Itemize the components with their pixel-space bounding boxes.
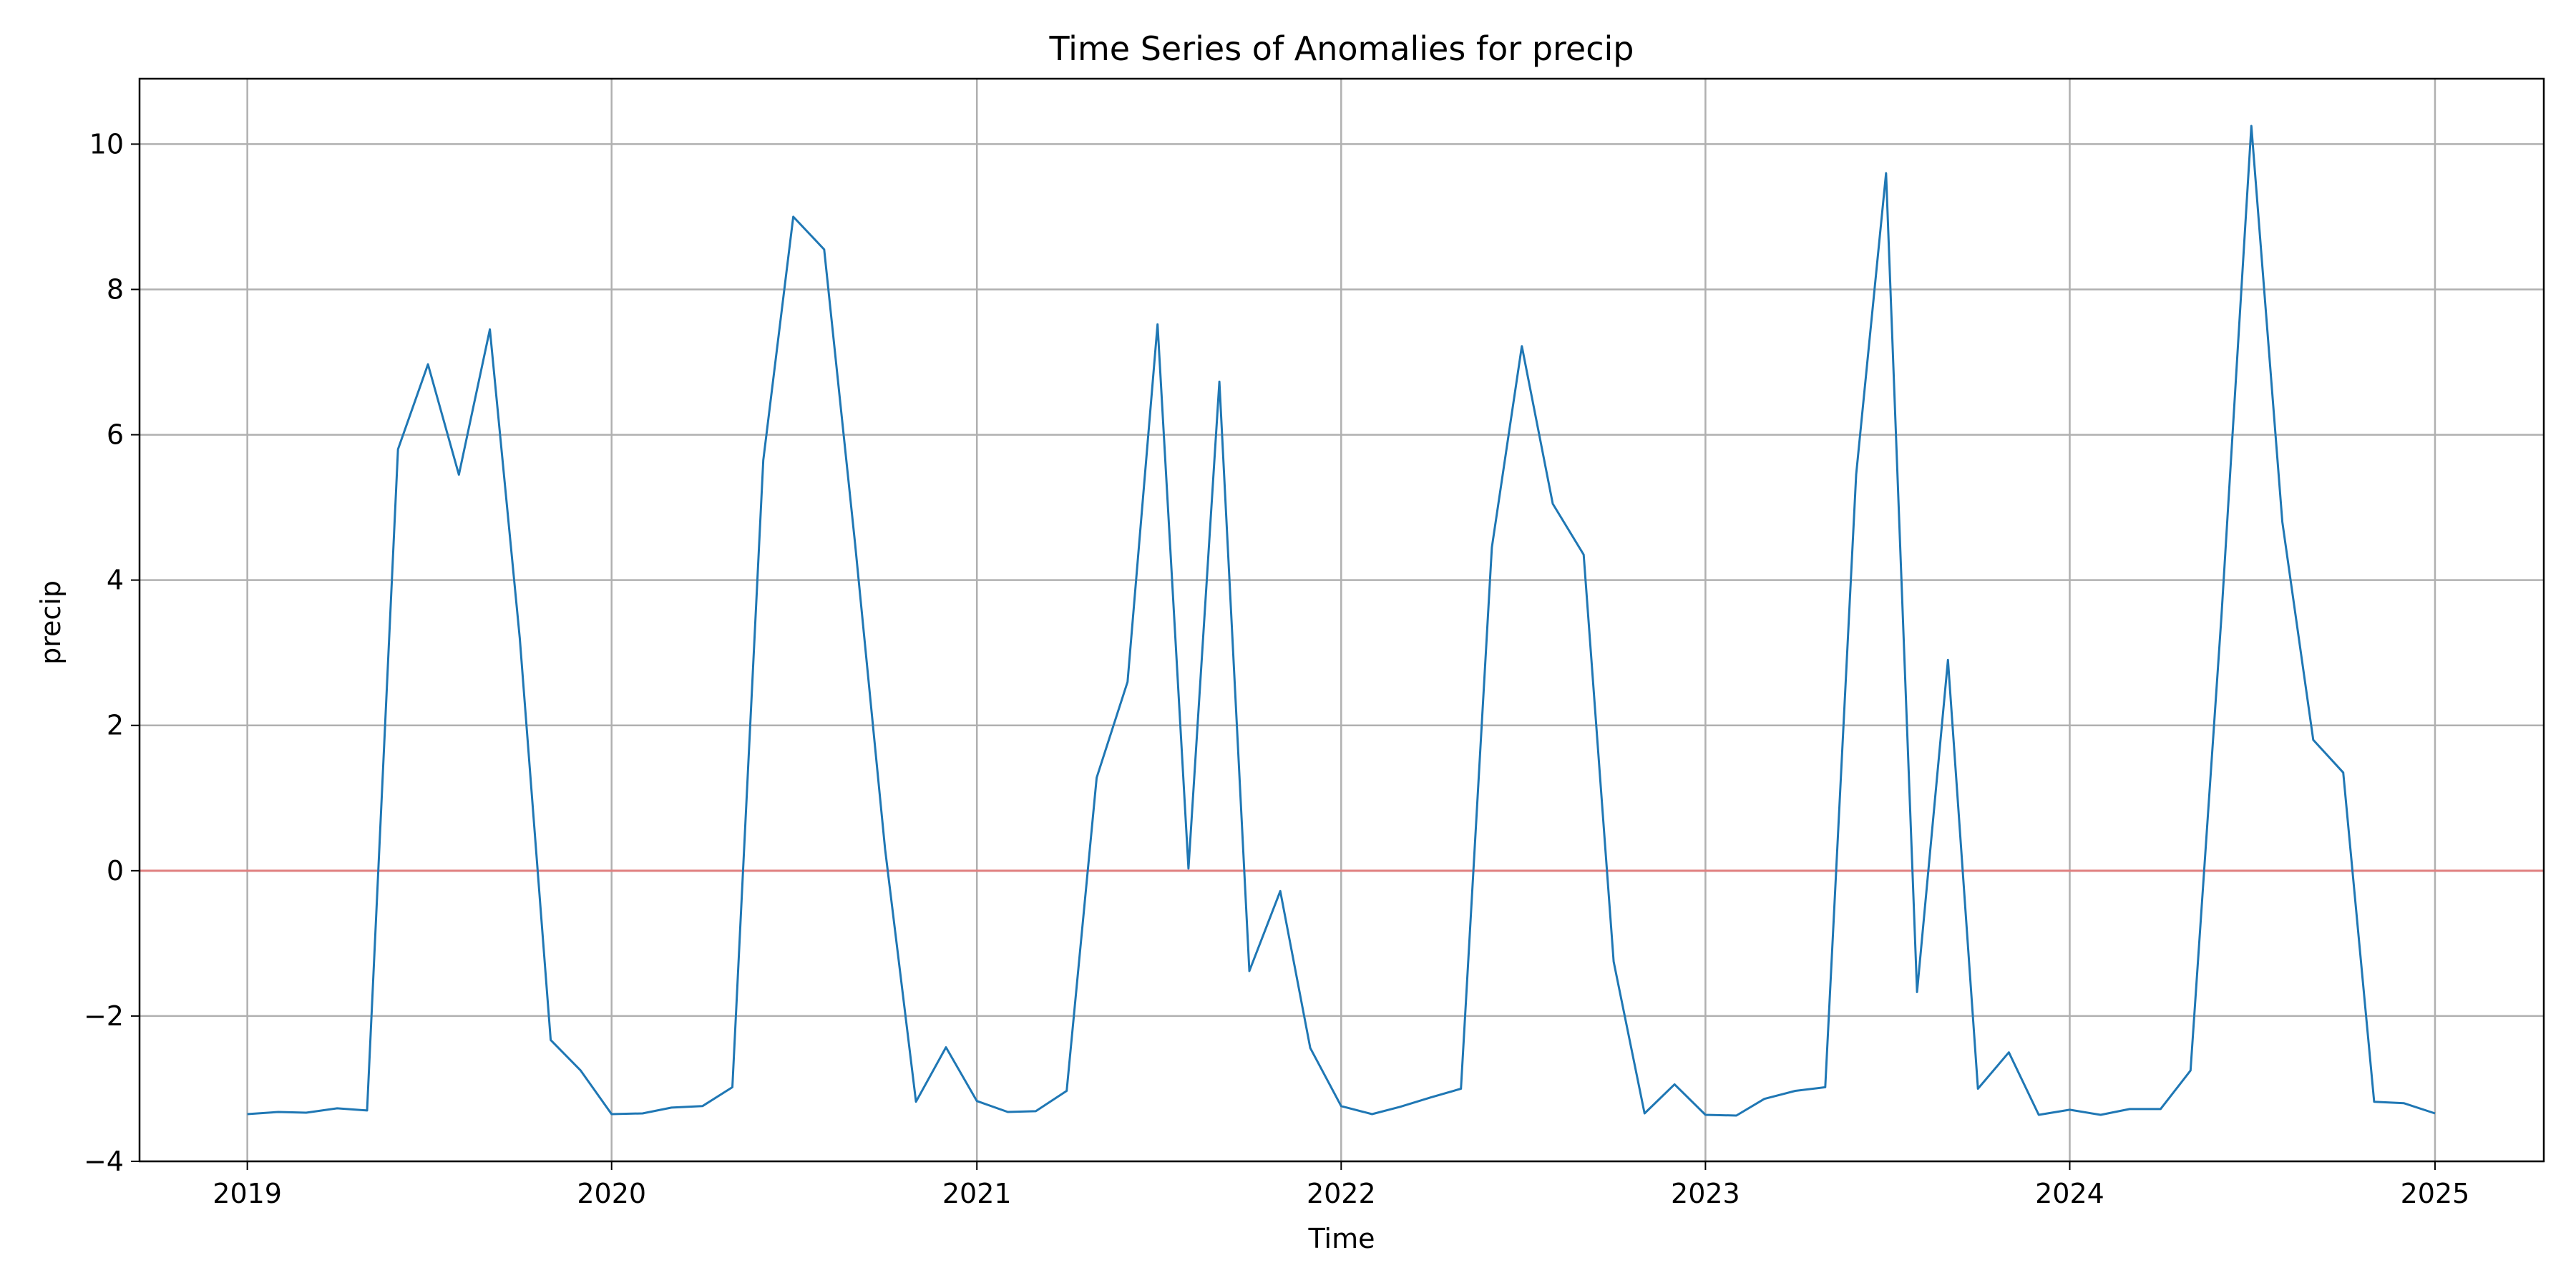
y-tick-label: 10 xyxy=(89,128,124,160)
y-tick-label: −2 xyxy=(84,1000,124,1032)
x-tick-label: 2020 xyxy=(577,1178,646,1209)
y-tick-label: 6 xyxy=(107,419,124,451)
y-tick-label: 0 xyxy=(107,855,124,887)
x-axis: 2019 2020 2021 2022 2023 2024 2025 xyxy=(213,1161,2469,1209)
x-tick-label: 2024 xyxy=(2035,1178,2104,1209)
chart-title: Time Series of Anomalies for precip xyxy=(1049,29,1634,68)
y-axis: −4 −2 0 2 4 6 8 10 xyxy=(84,128,140,1177)
series-line xyxy=(247,125,2436,1117)
y-tick-label: −4 xyxy=(84,1146,124,1177)
x-axis-label: Time xyxy=(1308,1223,1375,1254)
y-axis-label: precip xyxy=(35,580,67,665)
series-group xyxy=(247,125,2436,1117)
y-tick-label: 4 xyxy=(107,565,124,596)
x-tick-label: 2022 xyxy=(1307,1178,1376,1209)
x-tick-label: 2025 xyxy=(2401,1178,2470,1209)
x-tick-label: 2023 xyxy=(1671,1178,1740,1209)
y-tick-label: 8 xyxy=(107,273,124,305)
grid xyxy=(140,79,2544,1163)
x-tick-label: 2019 xyxy=(213,1178,282,1209)
x-tick-label: 2021 xyxy=(942,1178,1012,1209)
y-tick-label: 2 xyxy=(107,710,124,741)
